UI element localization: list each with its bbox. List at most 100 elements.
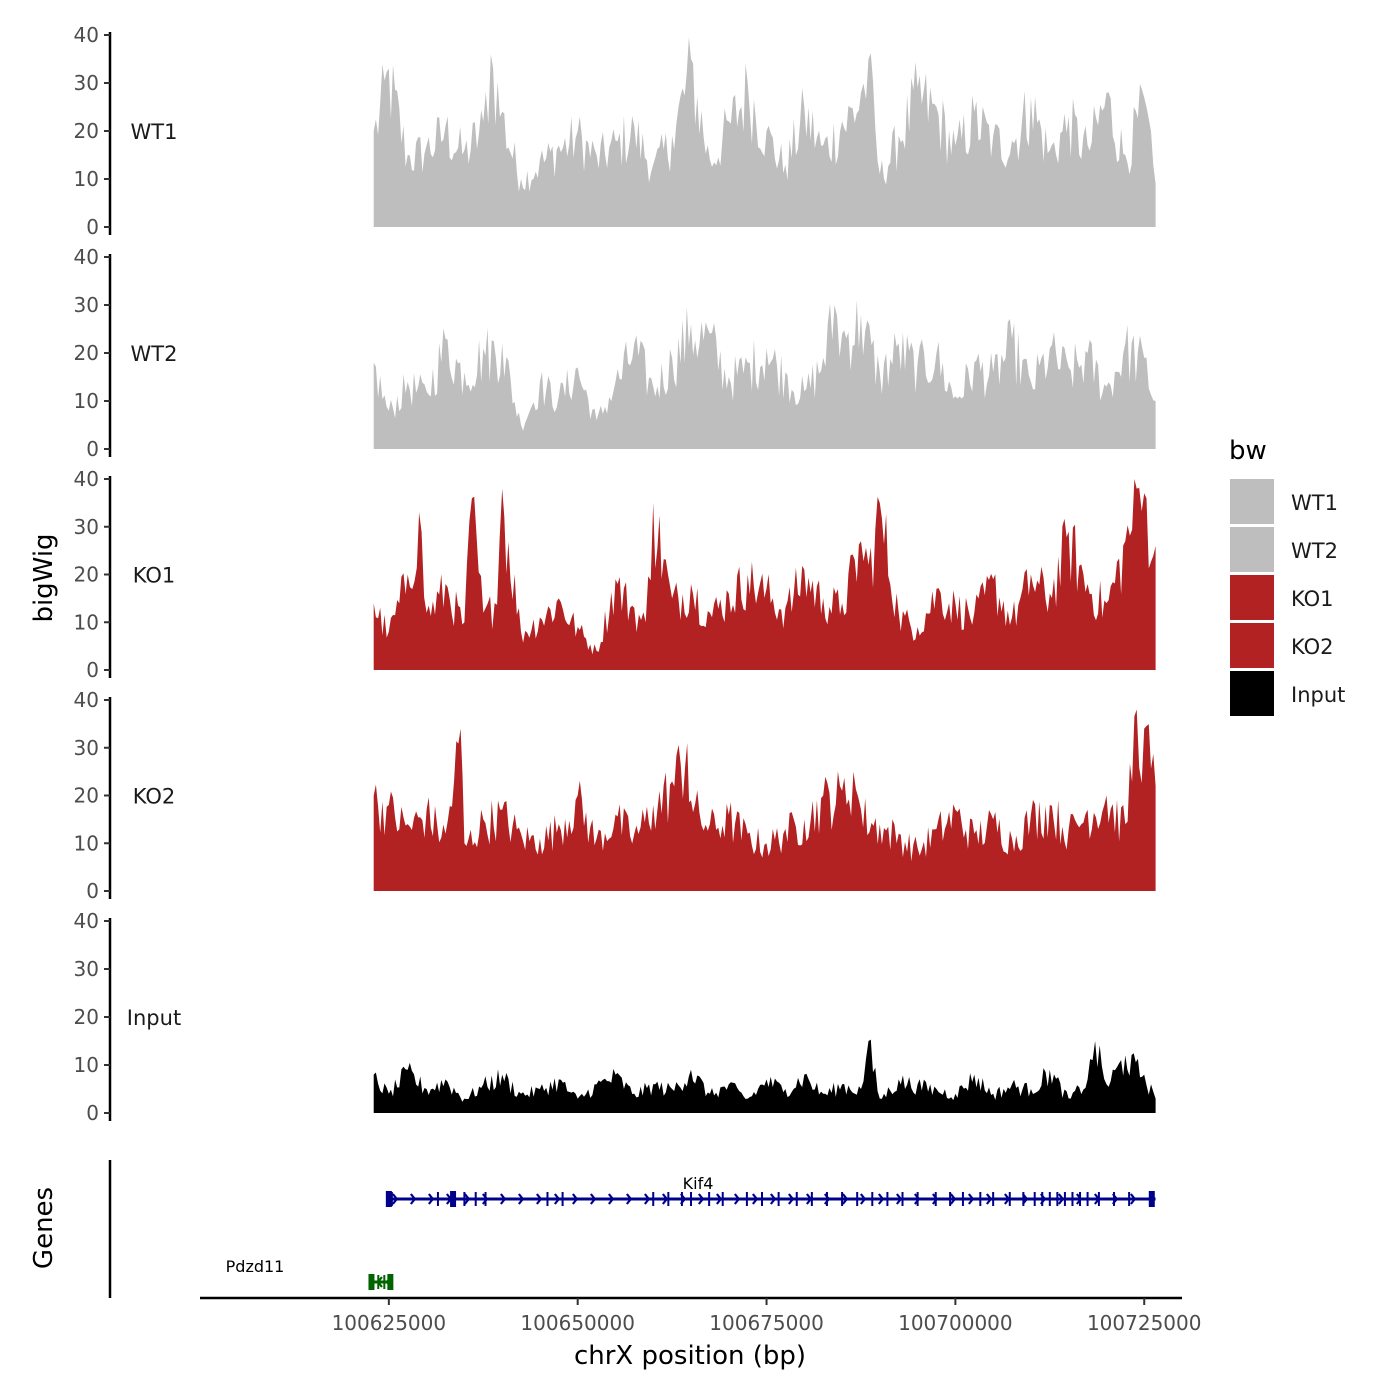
exon (777, 1192, 780, 1206)
legend-label: Input (1291, 683, 1345, 707)
y-tick-label: 30 (74, 957, 99, 981)
exon (690, 1192, 692, 1206)
exon (1113, 1192, 1116, 1206)
exon (1022, 1192, 1025, 1206)
tracks-group: 0 10 20 30 40 WT1 0 10 20 30 40 WT2 0 10 20 30 40 KO1 0 10 2… (74, 23, 1156, 1125)
y-tick-label: 0 (86, 437, 99, 461)
exon (463, 1192, 466, 1206)
y-tick-label: 30 (74, 736, 99, 760)
track-label: KO2 (133, 785, 176, 809)
strand-arrow (787, 1193, 795, 1205)
exon (934, 1192, 937, 1206)
exon (761, 1192, 764, 1206)
y-tick-label: 30 (74, 293, 99, 317)
strand-arrow (715, 1193, 723, 1205)
strand-arrow (895, 1193, 903, 1205)
exon (949, 1192, 952, 1206)
y-tick-label: 0 (86, 1101, 99, 1125)
exon (992, 1192, 995, 1206)
track-wt1: 0 10 20 30 40 WT1 (74, 23, 1156, 239)
x-tick-label: 100625000 (332, 1311, 447, 1335)
strand-arrow (625, 1193, 633, 1205)
exon (436, 1192, 439, 1206)
exon (484, 1192, 487, 1206)
exon (474, 1192, 477, 1206)
strand-arrow (877, 1193, 885, 1205)
exon (856, 1192, 859, 1206)
y-tick-label: 0 (86, 879, 99, 903)
exon (1041, 1192, 1044, 1206)
exon (368, 1274, 375, 1290)
legend-key-ko2 (1230, 623, 1274, 668)
track-ko2: 0 10 20 30 40 KO2 (74, 688, 1156, 903)
y-tick-label: 40 (74, 688, 99, 712)
exon (871, 1192, 874, 1206)
exon (385, 1191, 392, 1207)
strand-arrow (463, 1193, 471, 1205)
coverage-area-wt2 (373, 300, 1156, 449)
strand-arrow (571, 1193, 579, 1205)
x-axis: 100625000 100650000 100675000 100700000 1007… (200, 1296, 1202, 1335)
exon (546, 1192, 549, 1206)
exon (795, 1192, 798, 1206)
y-tick-label: 30 (74, 515, 99, 539)
strand-arrow (769, 1193, 777, 1205)
exon (979, 1192, 982, 1206)
track-label: KO1 (133, 564, 176, 588)
track-input: 0 10 20 30 40 Input (74, 909, 1156, 1125)
legend-key-wt2 (1230, 527, 1274, 572)
gene-label: Kif4 (683, 1174, 714, 1193)
exon (1048, 1192, 1051, 1206)
x-tick-label: 100650000 (520, 1311, 635, 1335)
exon (383, 1275, 386, 1289)
strand-arrow (751, 1193, 759, 1205)
coverage-area-wt1 (373, 37, 1156, 227)
y-tick-label: 40 (74, 23, 99, 47)
exon (810, 1192, 813, 1206)
strand-arrow (697, 1193, 705, 1205)
y-axis-title: bigWig (29, 533, 59, 622)
strand-arrow (535, 1193, 543, 1205)
exon (841, 1192, 844, 1206)
exon (886, 1192, 889, 1206)
legend-label: KO1 (1291, 587, 1334, 611)
y-tick-label: 10 (74, 1053, 99, 1077)
legend-key-input (1230, 671, 1274, 716)
y-tick-label: 10 (74, 610, 99, 634)
exon (561, 1192, 564, 1206)
gene-pdzd11: Pdzd11 (226, 1257, 394, 1290)
legend-key-ko1 (1230, 575, 1274, 620)
y-tick-label: 40 (74, 467, 99, 491)
exon (1071, 1192, 1074, 1206)
x-axis-title: chrX position (bp) (574, 1341, 806, 1371)
exon (377, 1275, 380, 1289)
y-tick-label: 40 (74, 245, 99, 269)
exon (1097, 1192, 1100, 1206)
strand-arrow (409, 1193, 417, 1205)
y-tick-label: 0 (86, 215, 99, 239)
track-label: WT1 (131, 120, 178, 144)
exon (1008, 1192, 1011, 1206)
legend-key-wt1 (1230, 479, 1274, 524)
strand-arrow (517, 1193, 525, 1205)
exon (1056, 1192, 1059, 1206)
exon (1079, 1192, 1082, 1206)
y-tick-label: 20 (74, 341, 99, 365)
exon (667, 1192, 670, 1206)
x-tick-label: 100725000 (1087, 1311, 1202, 1335)
y-tick-label: 10 (74, 831, 99, 855)
y-tick-label: 0 (86, 658, 99, 682)
exon (708, 1192, 711, 1206)
strand-arrow (553, 1193, 561, 1205)
legend-title: bw (1229, 436, 1267, 466)
legend-label: WT1 (1291, 491, 1338, 515)
y-tick-label: 10 (74, 389, 99, 413)
legend-label: KO2 (1291, 635, 1334, 659)
exon (825, 1192, 828, 1206)
exon (916, 1192, 919, 1206)
strand-arrow (841, 1193, 849, 1205)
y-tick-label: 30 (74, 71, 99, 95)
x-tick-label: 100700000 (898, 1311, 1013, 1335)
exon (450, 1191, 457, 1207)
gene-kif4: Kif4 (385, 1174, 1156, 1207)
